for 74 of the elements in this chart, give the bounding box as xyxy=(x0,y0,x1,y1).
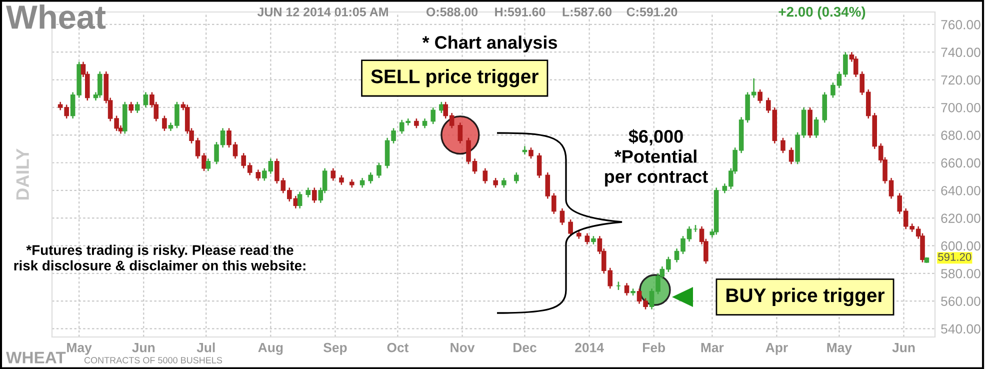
candlestick xyxy=(780,137,786,154)
x-tick-label: Nov xyxy=(450,343,475,352)
candlestick xyxy=(624,282,630,296)
candlestick xyxy=(814,116,819,138)
candlestick xyxy=(98,70,102,98)
x-tick-label: May xyxy=(67,343,92,355)
candlestick xyxy=(206,158,211,172)
y-tick-label: 720.00 xyxy=(941,75,980,85)
annotation: $6,000 *Potential per contract xyxy=(605,129,708,187)
x-tick-label: Apr xyxy=(766,343,788,355)
y-tick-label: 540.00 xyxy=(941,324,980,334)
candlestick xyxy=(128,101,134,114)
x-tick-label: Oct xyxy=(387,342,409,352)
text: WHEAT xyxy=(6,352,66,364)
candlestick xyxy=(256,169,261,182)
y-tick-label: 640.00 xyxy=(941,186,980,196)
annotation: L:587.60 xyxy=(562,8,612,16)
x-tick-label: 2014 xyxy=(575,342,604,352)
y-tick-label: 620.00 xyxy=(941,214,980,223)
text: CONTRACTS OF 5000 BUSHELS xyxy=(84,357,222,364)
y-tick-label: 580.00 xyxy=(941,268,980,278)
x-tick-label: Feb xyxy=(643,342,666,352)
candlestick xyxy=(297,191,302,210)
x-tick-label: Sep xyxy=(324,342,347,355)
annotation: BUY price trigger xyxy=(726,288,884,306)
candlestick xyxy=(368,172,374,184)
candlestick xyxy=(330,168,336,182)
candlestick xyxy=(522,146,528,156)
x-tick-label: Dec xyxy=(514,343,536,352)
x-tick-label: Mar xyxy=(701,343,724,352)
annotation: SELL price trigger xyxy=(371,69,538,88)
candlestick xyxy=(312,187,317,204)
annotation: C:591.20 xyxy=(626,8,678,16)
candlestick xyxy=(528,146,534,160)
annotation: *Futures trading is risky. Please read the risk disclosure & disclaimer on this website: xyxy=(14,244,306,270)
candlestick xyxy=(360,177,365,188)
candlestick xyxy=(493,177,498,188)
y-tick-label: 600.00 xyxy=(941,241,980,251)
candlestick xyxy=(306,187,311,198)
y-tick-label: 700.00 xyxy=(941,102,980,112)
annotation: * Chart analysis xyxy=(422,36,558,52)
y-tick-label: 740.00 xyxy=(941,48,980,58)
annotation: +2.00 (0.34%) xyxy=(778,6,866,20)
candlestick xyxy=(758,88,762,104)
x-tick-label: Jun xyxy=(892,343,915,352)
candlestick xyxy=(134,101,140,114)
candlestick xyxy=(430,106,436,125)
annotation: O:588.00 xyxy=(426,8,478,16)
candlestick xyxy=(536,152,542,179)
candlestick xyxy=(788,146,794,165)
chart-title: Wheat xyxy=(6,4,106,29)
annotation: JUN 12 2014 01:05 AM xyxy=(257,8,388,16)
candlestick xyxy=(560,208,565,226)
x-tick-label: May xyxy=(827,343,852,355)
candlestick xyxy=(143,92,148,108)
annotation: 591.20 xyxy=(938,253,972,261)
annotation: H:591.60 xyxy=(495,8,546,16)
candlestick xyxy=(162,115,167,132)
y-tick-label: 760.00 xyxy=(941,20,980,30)
candlestick xyxy=(339,174,344,186)
candlestick xyxy=(514,172,519,184)
x-tick-label: Jul xyxy=(196,342,215,352)
candlestick xyxy=(422,118,428,129)
candlestick xyxy=(568,218,573,237)
candlestick xyxy=(482,168,488,184)
candlestick xyxy=(502,177,506,188)
x-tick-label: Aug xyxy=(258,342,283,355)
y-tick-label: 660.00 xyxy=(941,158,980,168)
candlestick xyxy=(376,162,382,179)
candlestick xyxy=(414,118,419,129)
y-tick-label: 680.00 xyxy=(941,130,980,140)
y-tick-label: 560.00 xyxy=(941,296,980,306)
x-tick-label: Jun xyxy=(132,343,155,352)
candlestick xyxy=(584,232,590,245)
